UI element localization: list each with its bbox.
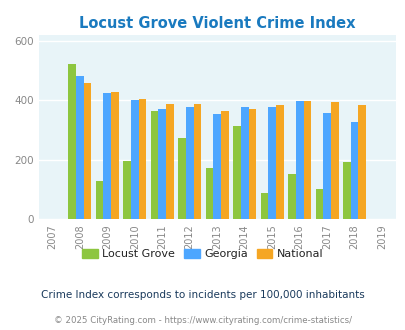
Bar bbox=[248, 109, 256, 219]
Text: © 2025 CityRating.com - https://www.cityrating.com/crime-statistics/: © 2025 CityRating.com - https://www.city… bbox=[54, 316, 351, 325]
Bar bbox=[185, 107, 193, 219]
Bar bbox=[358, 105, 365, 219]
Bar bbox=[205, 168, 213, 219]
Bar bbox=[130, 100, 138, 219]
Bar bbox=[350, 122, 358, 219]
Bar bbox=[342, 162, 350, 219]
Bar bbox=[260, 193, 268, 219]
Bar bbox=[330, 102, 338, 219]
Bar bbox=[138, 99, 146, 219]
Bar bbox=[76, 76, 83, 219]
Bar bbox=[96, 181, 103, 219]
Bar bbox=[213, 114, 220, 219]
Bar bbox=[83, 83, 91, 219]
Bar bbox=[295, 101, 303, 219]
Bar bbox=[111, 92, 119, 219]
Bar bbox=[220, 111, 228, 219]
Bar bbox=[123, 161, 130, 219]
Bar bbox=[166, 104, 173, 219]
Bar bbox=[232, 125, 240, 219]
Legend: Locust Grove, Georgia, National: Locust Grove, Georgia, National bbox=[78, 244, 327, 263]
Bar bbox=[158, 109, 166, 219]
Bar bbox=[315, 189, 322, 219]
Bar bbox=[275, 105, 283, 219]
Bar bbox=[150, 111, 158, 219]
Bar bbox=[68, 64, 76, 219]
Bar bbox=[288, 174, 295, 219]
Bar bbox=[193, 104, 201, 219]
Bar bbox=[303, 101, 311, 219]
Bar bbox=[178, 138, 185, 219]
Title: Locust Grove Violent Crime Index: Locust Grove Violent Crime Index bbox=[79, 16, 355, 31]
Bar bbox=[322, 113, 330, 219]
Text: Crime Index corresponds to incidents per 100,000 inhabitants: Crime Index corresponds to incidents per… bbox=[41, 290, 364, 300]
Bar bbox=[103, 93, 111, 219]
Bar bbox=[240, 107, 248, 219]
Bar bbox=[268, 107, 275, 219]
